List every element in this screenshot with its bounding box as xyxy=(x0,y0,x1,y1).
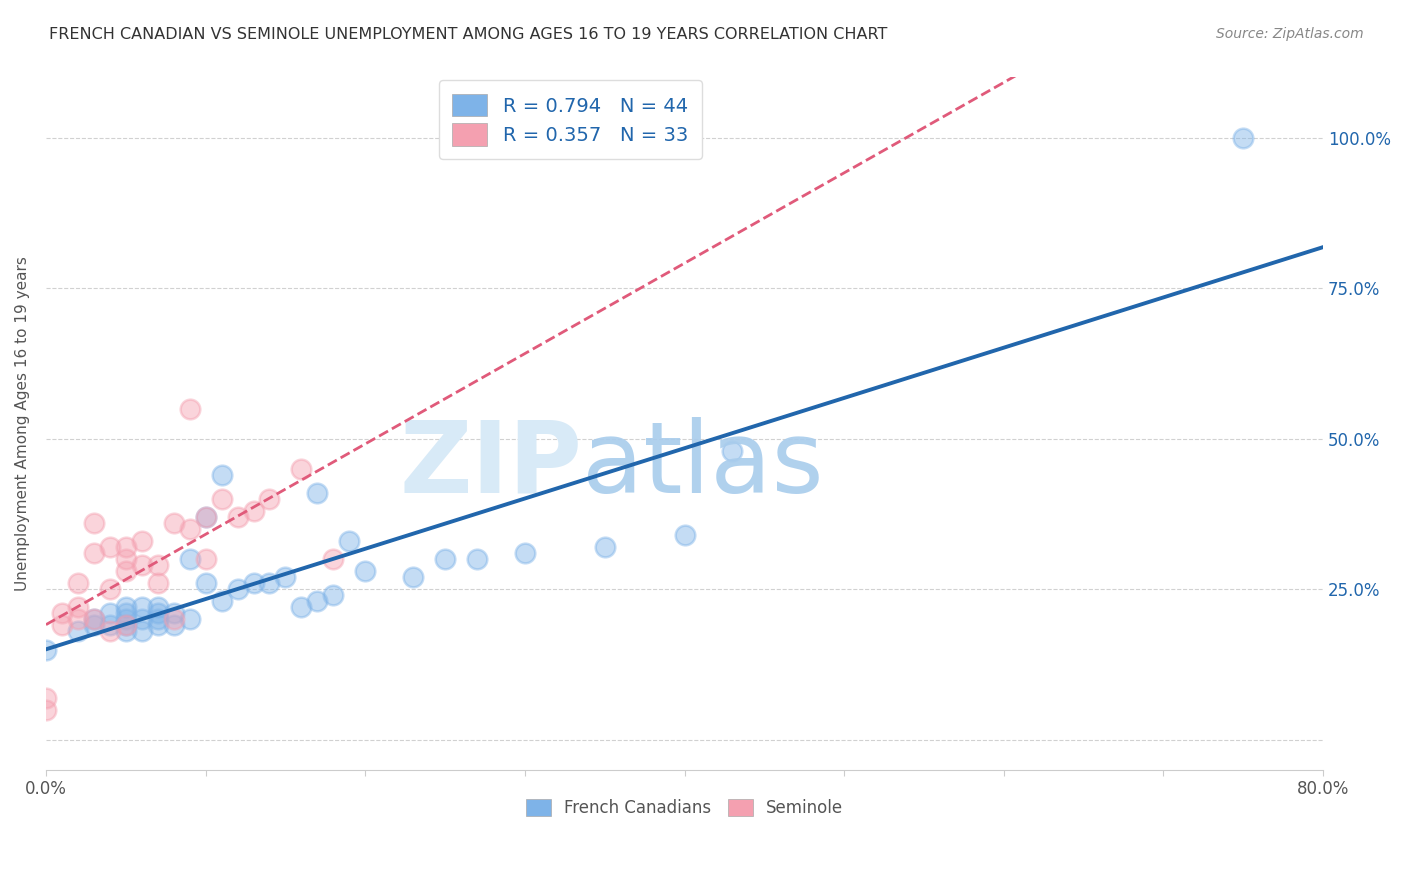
Point xyxy=(673,528,696,542)
Point xyxy=(131,600,153,615)
Point xyxy=(131,612,153,626)
Point xyxy=(35,703,58,717)
Point xyxy=(194,510,217,524)
Point xyxy=(98,624,121,639)
Point xyxy=(83,612,105,626)
Text: FRENCH CANADIAN VS SEMINOLE UNEMPLOYMENT AMONG AGES 16 TO 19 YEARS CORRELATION C: FRENCH CANADIAN VS SEMINOLE UNEMPLOYMENT… xyxy=(49,27,887,42)
Text: Source: ZipAtlas.com: Source: ZipAtlas.com xyxy=(1216,27,1364,41)
Point xyxy=(179,522,201,536)
Point xyxy=(593,540,616,554)
Point xyxy=(163,607,186,621)
Point xyxy=(274,570,297,584)
Point xyxy=(211,594,233,608)
Point xyxy=(66,600,89,615)
Point xyxy=(322,588,344,602)
Text: atlas: atlas xyxy=(582,417,824,514)
Point xyxy=(114,552,136,566)
Point xyxy=(66,612,89,626)
Point xyxy=(1232,130,1254,145)
Point xyxy=(114,564,136,578)
Point xyxy=(194,576,217,591)
Point xyxy=(83,516,105,530)
Point xyxy=(163,516,186,530)
Point xyxy=(51,607,73,621)
Point xyxy=(211,491,233,506)
Point xyxy=(179,612,201,626)
Point xyxy=(434,552,457,566)
Point xyxy=(35,642,58,657)
Point xyxy=(131,558,153,573)
Point xyxy=(513,546,536,560)
Point xyxy=(465,552,488,566)
Point xyxy=(66,624,89,639)
Point xyxy=(242,576,264,591)
Point xyxy=(307,486,329,500)
Point xyxy=(259,576,281,591)
Point xyxy=(179,552,201,566)
Point xyxy=(290,600,312,615)
Point xyxy=(146,607,169,621)
Point xyxy=(259,491,281,506)
Point xyxy=(290,462,312,476)
Point xyxy=(98,607,121,621)
Point xyxy=(83,546,105,560)
Text: ZIP: ZIP xyxy=(399,417,582,514)
Point xyxy=(114,540,136,554)
Point xyxy=(98,540,121,554)
Point xyxy=(131,534,153,549)
Point xyxy=(114,600,136,615)
Point xyxy=(721,443,744,458)
Point xyxy=(83,618,105,632)
Point xyxy=(66,576,89,591)
Point xyxy=(131,624,153,639)
Point xyxy=(51,618,73,632)
Point xyxy=(98,618,121,632)
Y-axis label: Unemployment Among Ages 16 to 19 years: Unemployment Among Ages 16 to 19 years xyxy=(15,256,30,591)
Point xyxy=(194,552,217,566)
Point xyxy=(146,618,169,632)
Point xyxy=(337,534,360,549)
Point xyxy=(179,401,201,416)
Point xyxy=(114,618,136,632)
Point xyxy=(146,558,169,573)
Point xyxy=(163,618,186,632)
Point xyxy=(354,564,377,578)
Point xyxy=(146,576,169,591)
Point xyxy=(146,600,169,615)
Point xyxy=(242,504,264,518)
Point xyxy=(194,510,217,524)
Point xyxy=(163,612,186,626)
Point xyxy=(114,612,136,626)
Point xyxy=(226,582,249,597)
Point xyxy=(211,467,233,482)
Point xyxy=(98,582,121,597)
Point xyxy=(226,510,249,524)
Point xyxy=(83,612,105,626)
Point xyxy=(114,607,136,621)
Point xyxy=(114,624,136,639)
Legend: French Canadians, Seminole: French Canadians, Seminole xyxy=(519,792,851,824)
Point xyxy=(307,594,329,608)
Point xyxy=(402,570,425,584)
Point xyxy=(35,690,58,705)
Point xyxy=(146,612,169,626)
Point xyxy=(322,552,344,566)
Point xyxy=(114,618,136,632)
